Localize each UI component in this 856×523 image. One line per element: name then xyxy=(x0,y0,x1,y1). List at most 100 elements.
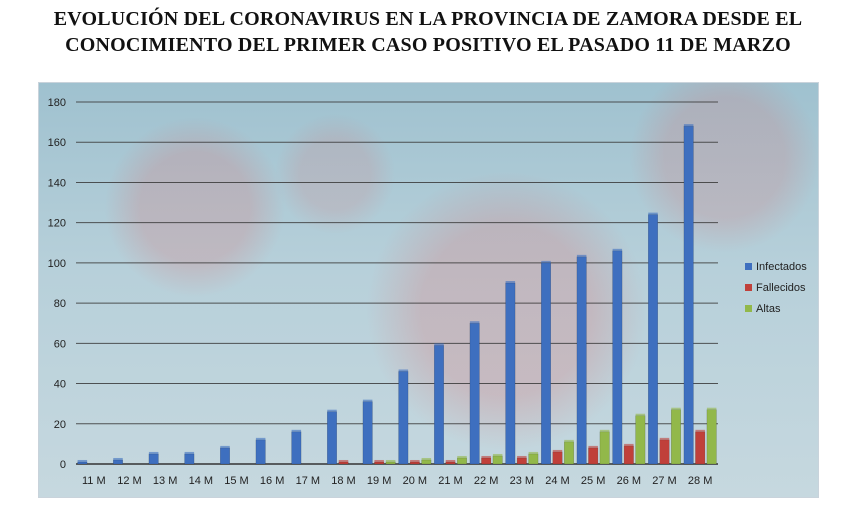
y-tick-label: 60 xyxy=(54,338,66,350)
x-axis-ticks: 11 M 12 M 13 M 14 M 15 M 16 M 17 M 18 M 19 M 20 M… xyxy=(82,475,712,487)
y-tick-label: 100 xyxy=(48,258,66,270)
bar-cap xyxy=(695,429,705,432)
bar-fallecidos-20m xyxy=(409,461,420,465)
bar-altas-24m xyxy=(564,441,574,465)
legend-swatch-altas xyxy=(745,305,752,312)
bar-infectados-20m xyxy=(398,371,409,465)
bar-fallecidos-18m xyxy=(338,461,349,465)
bar-cap xyxy=(398,369,409,372)
bar-infectados-23m xyxy=(505,282,516,465)
bar-cap xyxy=(588,445,598,448)
bar-cap xyxy=(457,455,467,458)
y-tick-label: 140 xyxy=(48,177,66,189)
bar-cap xyxy=(624,443,634,446)
bar-cap xyxy=(528,451,539,454)
bar-cap xyxy=(635,413,646,416)
bar-fallecidos-21m xyxy=(445,461,456,465)
bar-altas-28m xyxy=(706,409,717,465)
bar-cap xyxy=(77,459,88,462)
bar-cap xyxy=(184,451,195,454)
bar-fallecidos-28m xyxy=(695,431,706,465)
x-tick-label: 23 M xyxy=(510,475,534,487)
bar-altas-23m xyxy=(528,453,539,465)
x-tick-label: 28 M xyxy=(688,475,712,487)
x-tick-label: 21 M xyxy=(438,475,462,487)
bar-fallecidos-24m xyxy=(552,451,563,465)
chart-title: EVOLUCIÓN DEL CORONAVIRUS EN LA PROVINCI… xyxy=(0,6,856,58)
chart-title-line-1: EVOLUCIÓN DEL CORONAVIRUS EN LA PROVINCI… xyxy=(53,8,803,30)
bar-infectados-17m xyxy=(291,431,302,465)
bar-cap xyxy=(434,343,444,346)
y-tick-label: 120 xyxy=(48,218,66,230)
bar-cap xyxy=(338,459,349,462)
bar-fallecidos-19m xyxy=(374,461,385,465)
bar-fallecidos-22m xyxy=(481,457,492,465)
bar-cap xyxy=(612,248,623,251)
bar-cap xyxy=(541,260,551,263)
bars xyxy=(77,124,717,465)
legend-label-fallecidos: Fallecidos xyxy=(756,282,806,294)
bar-cap xyxy=(683,124,694,127)
bar-infectados-18m xyxy=(327,411,337,465)
bar-cap xyxy=(648,212,658,215)
bar-infectados-25m xyxy=(576,256,587,465)
bar-cap xyxy=(505,281,516,283)
bar-altas-27m xyxy=(671,409,681,465)
bar-cap xyxy=(659,437,670,440)
bar-altas-20m xyxy=(421,459,432,465)
bar-cap xyxy=(362,399,373,402)
x-tick-label: 22 M xyxy=(474,475,498,487)
bar-fallecidos-25m xyxy=(588,447,599,465)
bar-cap xyxy=(492,453,503,456)
bar-infectados-11m xyxy=(77,461,88,465)
gridlines xyxy=(76,101,718,465)
bar-cap xyxy=(220,445,230,448)
bar-infectados-26m xyxy=(612,250,623,465)
legend: Infectados Fallecidos Altas xyxy=(745,261,807,315)
bar-cap xyxy=(113,457,123,460)
bar-altas-26m xyxy=(635,415,646,465)
y-tick-label: 180 xyxy=(48,97,66,109)
bar-cap xyxy=(148,451,159,454)
bar-infectados-14m xyxy=(184,453,195,465)
bar-cap xyxy=(576,254,587,257)
bar-infectados-21m xyxy=(434,345,444,465)
bar-altas-19m xyxy=(385,461,396,465)
x-tick-label: 12 M xyxy=(117,475,141,487)
bar-cap xyxy=(481,455,491,458)
bar-altas-21m xyxy=(457,457,467,465)
legend-swatch-infectados xyxy=(745,263,752,270)
x-tick-label: 13 M xyxy=(153,475,177,487)
chart-title-line-2: CONOCIMIENTO DEL PRIMER CASO POSITIVO EL… xyxy=(65,34,791,56)
y-tick-label: 160 xyxy=(48,137,66,149)
bar-infectados-19m xyxy=(362,401,373,465)
bar-infectados-24m xyxy=(541,262,551,465)
legend-swatch-fallecidos xyxy=(745,284,752,291)
x-tick-label: 19 M xyxy=(367,475,391,487)
x-tick-label: 15 M xyxy=(224,475,248,487)
bar-cap xyxy=(421,457,432,460)
x-tick-label: 17 M xyxy=(296,475,320,487)
bar-cap xyxy=(552,449,563,452)
legend-label-infectados: Infectados xyxy=(756,261,807,273)
bar-cap xyxy=(327,409,337,412)
bar-cap xyxy=(445,459,456,462)
x-tick-label: 14 M xyxy=(189,475,213,487)
x-tick-label: 11 M xyxy=(82,475,106,487)
bar-infectados-22m xyxy=(469,322,480,465)
bar-altas-25m xyxy=(599,431,610,465)
bar-altas-22m xyxy=(492,455,503,465)
x-tick-label: 16 M xyxy=(260,475,284,487)
y-tick-label: 0 xyxy=(60,459,66,471)
y-axis-ticks: 0 20 40 60 80 100 120 140 160 180 xyxy=(48,97,66,471)
y-tick-label: 80 xyxy=(54,298,66,310)
bar-cap xyxy=(255,437,266,440)
bar-cap xyxy=(671,407,681,410)
x-tick-label: 18 M xyxy=(331,475,355,487)
y-tick-label: 40 xyxy=(54,379,66,391)
bar-infectados-12m xyxy=(113,459,123,465)
bar-cap xyxy=(374,459,384,462)
bar-cap xyxy=(599,429,610,432)
bar-fallecidos-27m xyxy=(659,439,670,465)
